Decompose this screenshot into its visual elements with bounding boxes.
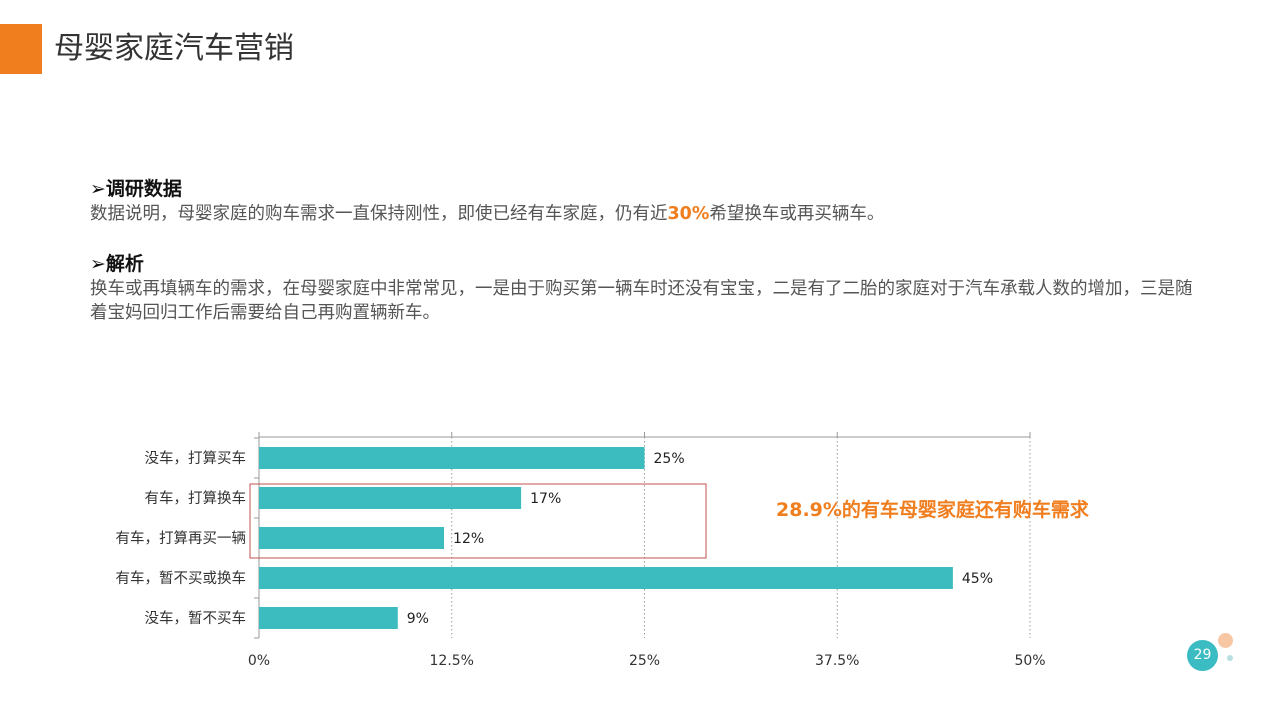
body-text-after: 希望换车或再买辆车。 — [709, 204, 885, 224]
x-tick-label: 37.5% — [815, 653, 859, 669]
section-analysis: ➢解析 换车或再填辆车的需求，在母婴家庭中非常常见，一是由于购买第一辆车时还没有… — [90, 251, 1200, 325]
x-tick-label: 50% — [1014, 653, 1045, 669]
section-body: 数据说明，母婴家庭的购车需求一直保持刚性，即使已经有车家庭，仍有近30%希望换车… — [90, 202, 1200, 226]
highlight-box — [249, 483, 707, 559]
section-heading: ➢调研数据 — [90, 176, 1200, 202]
bar — [259, 487, 522, 509]
x-tick-label: 25% — [629, 653, 660, 669]
body-text-before: 数据说明，母婴家庭的购车需求一直保持刚性，即使已经有车家庭，仍有近 — [90, 204, 668, 224]
bar-value-label: 12% — [453, 531, 484, 547]
x-tick-label: 12.5% — [430, 653, 474, 669]
bar — [259, 607, 398, 629]
section-survey-data: ➢调研数据 数据说明，母婴家庭的购车需求一直保持刚性，即使已经有车家庭，仍有近3… — [90, 176, 1200, 226]
bar — [259, 567, 953, 589]
bar-value-label: 25% — [654, 451, 685, 467]
decorative-dot — [1218, 633, 1233, 648]
bar — [259, 527, 445, 549]
category-label: 没车，暂不买车 — [145, 610, 247, 627]
bar-value-label: 45% — [962, 571, 993, 587]
bar — [259, 447, 645, 469]
section-heading-label: 调研数据 — [105, 178, 182, 200]
bar-value-label: 17% — [530, 491, 561, 507]
page-number-badge: 29 — [1187, 640, 1218, 671]
section-heading: ➢解析 — [90, 251, 1200, 277]
callout-text: 28.9%的有车母婴家庭还有购车需求 — [776, 499, 1089, 521]
decorative-dot — [1227, 655, 1233, 661]
title-accent-bar — [0, 24, 42, 74]
arrow-bullet-icon: ➢ — [90, 253, 106, 275]
x-tick-label: 0% — [248, 653, 270, 669]
highlight-percentage: 30% — [667, 204, 710, 224]
category-label: 没车，打算买车 — [145, 450, 247, 467]
category-label: 有车，暂不买或换车 — [116, 570, 247, 587]
page-title: 母婴家庭汽车营销 — [54, 31, 294, 66]
section-body: 换车或再填辆车的需求，在母婴家庭中非常常见，一是由于购买第一辆车时还没有宝宝，二… — [90, 279, 1193, 323]
category-label: 有车，打算换车 — [145, 490, 247, 507]
arrow-bullet-icon: ➢ — [90, 178, 106, 200]
section-heading-label: 解析 — [105, 253, 144, 275]
bar-value-label: 9% — [407, 611, 429, 627]
category-label: 有车，打算再买一辆 — [116, 530, 247, 547]
